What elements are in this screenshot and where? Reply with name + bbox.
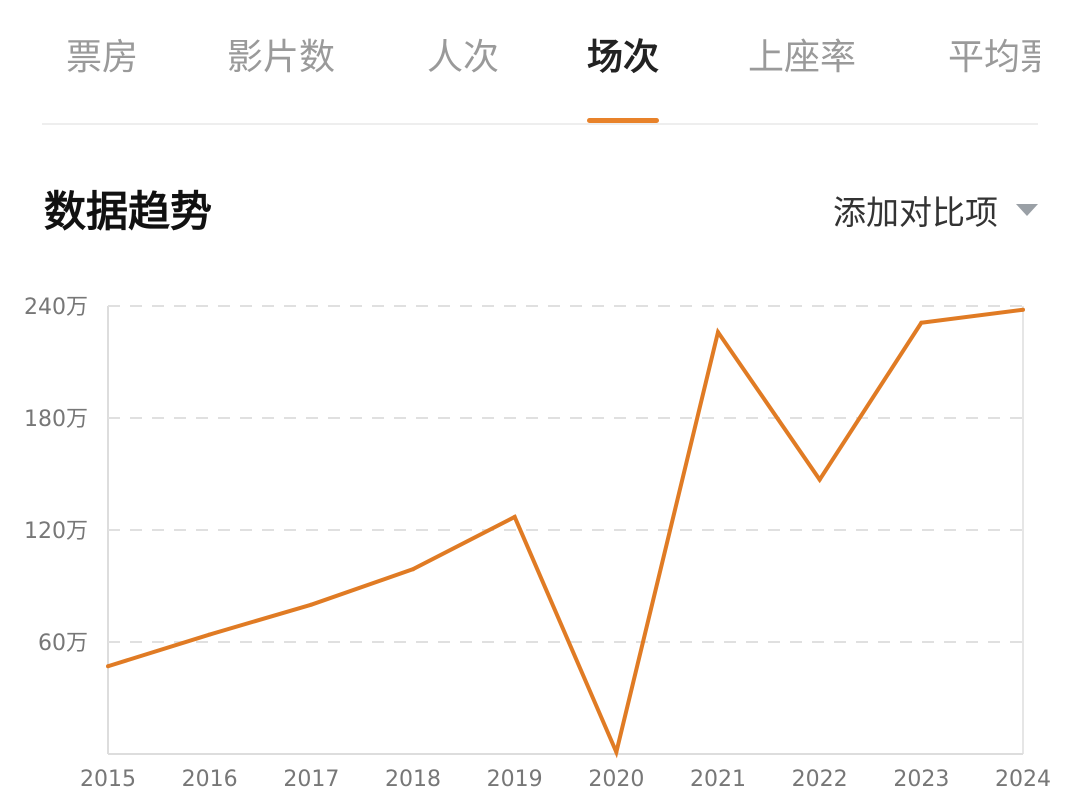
y-tick-label: 180万	[24, 407, 88, 432]
x-tick-label: 2019	[487, 767, 543, 792]
data-point	[614, 750, 619, 755]
data-point	[1021, 307, 1025, 312]
x-tick-label: 2016	[182, 767, 238, 792]
active-tab-indicator	[587, 118, 659, 123]
data-point	[919, 320, 924, 325]
divider	[42, 123, 1038, 125]
x-tick-label: 2022	[792, 767, 848, 792]
x-tick-label: 2024	[995, 767, 1051, 792]
x-tick-label: 2021	[690, 767, 746, 792]
data-point	[207, 632, 212, 637]
y-tick-label: 60万	[38, 631, 88, 656]
data-point	[817, 477, 822, 482]
x-tick-label: 2018	[385, 767, 441, 792]
x-tick-label: 2015	[80, 767, 136, 792]
x-tick-label: 2020	[588, 767, 644, 792]
section-title: 数据趋势	[44, 187, 213, 236]
data-point	[716, 330, 720, 335]
add-comparison-button[interactable]: 添加对比项	[833, 186, 1038, 234]
data-point	[512, 514, 517, 519]
add-comparison-label: 添加对比项	[833, 193, 998, 232]
tab-admissions[interactable]: 人次	[427, 37, 500, 78]
tab-film-count[interactable]: 影片数	[227, 37, 336, 78]
tab-bar: 票房 影片数 人次 场次 上座率 平均票	[0, 0, 1080, 124]
x-tick-label: 2017	[283, 767, 339, 792]
tab-occupancy[interactable]: 上座率	[748, 37, 857, 78]
series-line	[107, 307, 1024, 759]
data-point	[309, 602, 314, 607]
tab-box-office[interactable]: 票房	[66, 37, 139, 78]
y-tick-label: 120万	[24, 519, 88, 544]
tab-average-price[interactable]: 平均票	[948, 37, 1040, 78]
x-tick-label: 2023	[893, 767, 949, 792]
y-tick-label: 240万	[24, 295, 88, 320]
data-point	[411, 567, 415, 572]
data-point	[106, 664, 110, 669]
tab-screenings[interactable]: 场次	[587, 37, 660, 78]
caret-down-icon	[1016, 204, 1038, 216]
